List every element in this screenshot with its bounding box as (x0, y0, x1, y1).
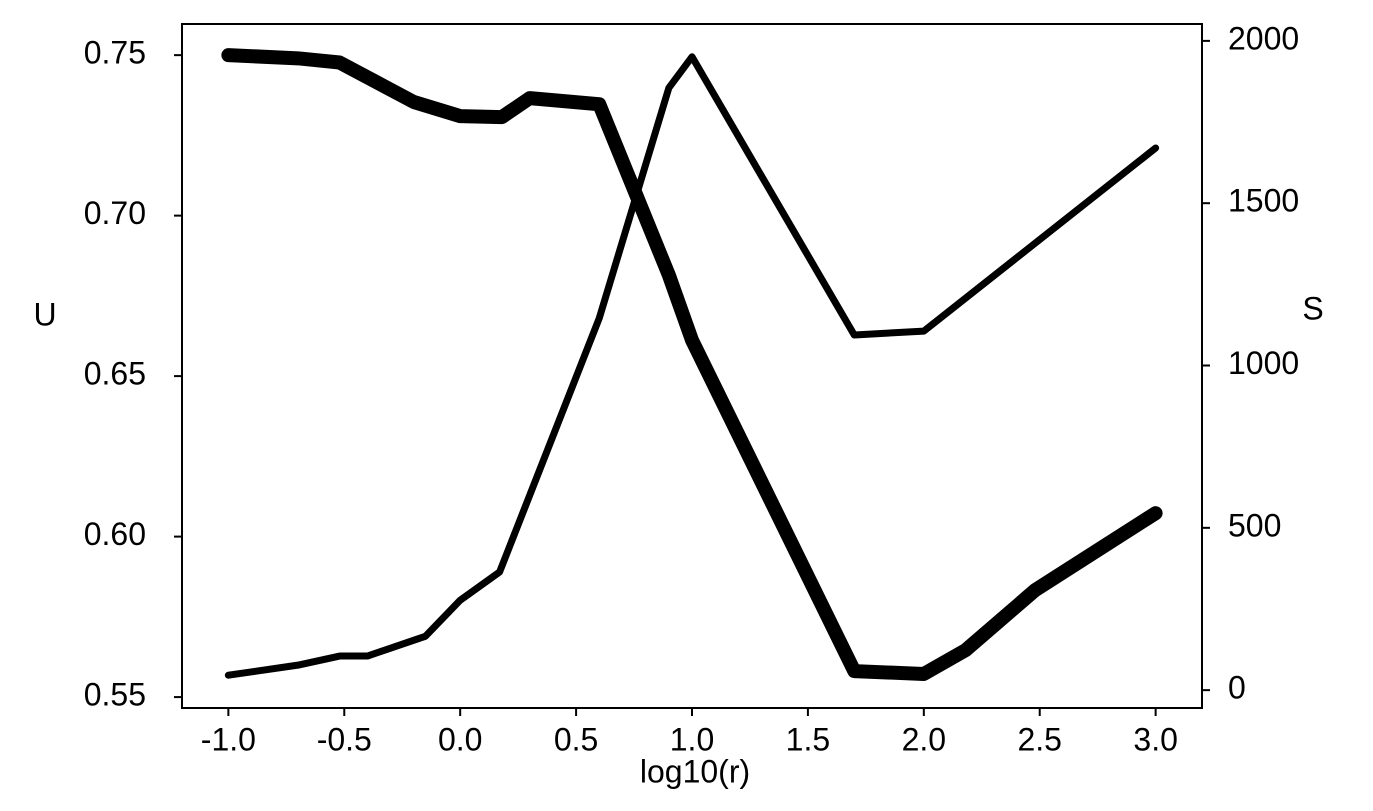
plot-frame (181, 23, 1203, 709)
y2-tick-label: 0 (1228, 670, 1246, 706)
y-tick-label: 0.75 (84, 35, 146, 71)
y-tick-label: 0.70 (84, 195, 146, 231)
y2-tick-label: 1500 (1228, 183, 1299, 219)
y-axis-label: U (33, 296, 56, 332)
x-tick-label: 1.5 (786, 721, 830, 757)
y-tick-label: 0.55 (84, 677, 146, 713)
x-tick-label: -1.0 (201, 721, 256, 757)
y-tick-label: 0.65 (84, 356, 146, 392)
y2-tick-label: 1000 (1228, 345, 1299, 381)
x-tick-label: 0.0 (438, 721, 482, 757)
x-tick-label: 2.0 (902, 721, 946, 757)
x-tick-label: -0.5 (317, 721, 372, 757)
line-series (221, 48, 1163, 681)
y2-tick-label: 2000 (1228, 20, 1299, 56)
x-tick-label: 0.5 (554, 721, 598, 757)
line-series (224, 53, 1160, 679)
x-tick-label: 3.0 (1133, 721, 1177, 757)
x-axis-label: log10(r) (640, 753, 750, 789)
y2-tick-label: 500 (1228, 507, 1281, 543)
y2-axis-label: S (1302, 290, 1323, 326)
x-tick-label: 1.0 (670, 721, 714, 757)
y-tick-label: 0.60 (84, 516, 146, 552)
x-tick-label: 2.5 (1017, 721, 1061, 757)
